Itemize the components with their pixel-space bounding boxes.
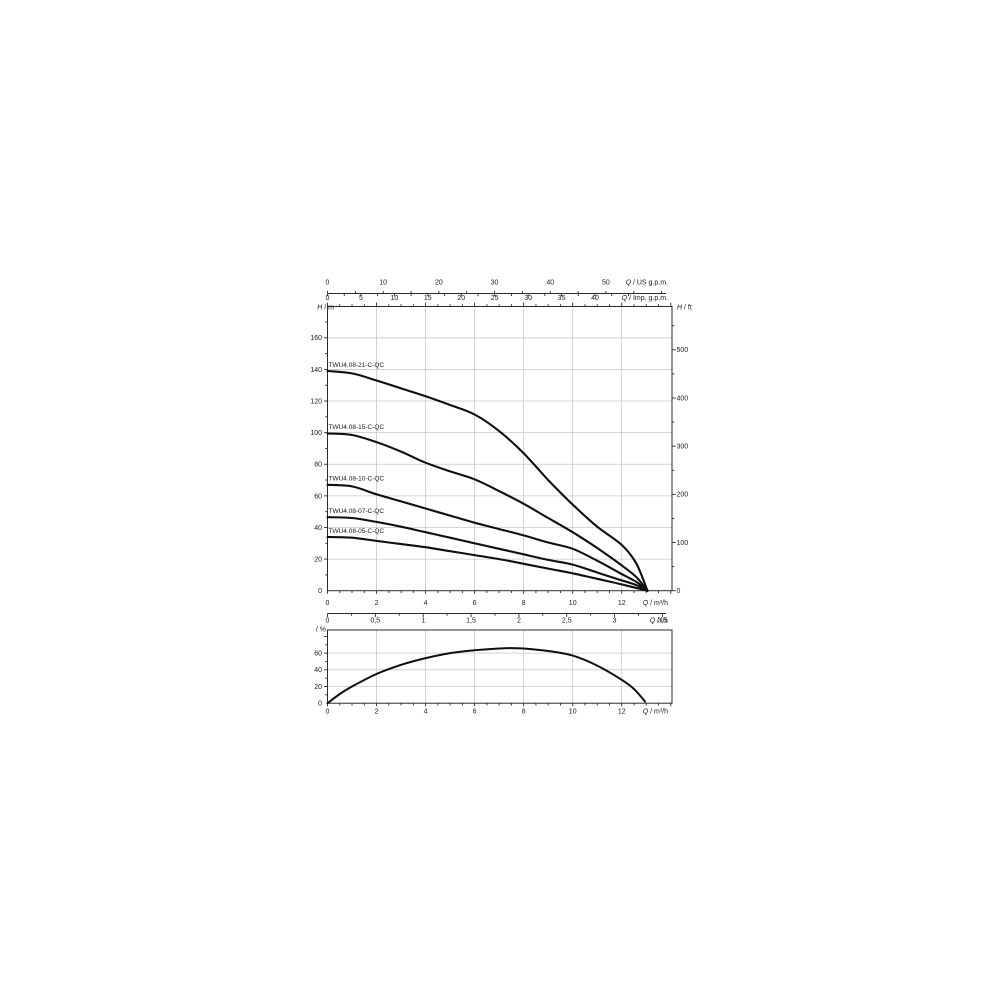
imp-gpm-tick-label: 10 (390, 295, 398, 302)
ls-tick-label: 1,5 (466, 618, 476, 625)
tick-labels: 0 10 20 30 40 500 5 10 15 20 25 30 35 400 0,5 1 1,5 2 2,5 3… (310, 280, 688, 716)
pump-curve-TWU4.08-10-C-QC (326, 483, 649, 592)
eff-m3h-tick-label: 6 (473, 709, 477, 716)
imp-gpm-tick-label: 20 (457, 295, 465, 302)
curves (326, 369, 649, 705)
m3h-tick-label: 12 (618, 600, 626, 607)
axis-title-m3h: Q / m³/h (643, 600, 668, 607)
h-ft-tick-label: 100 (677, 540, 689, 547)
ls-tick-label: 0,5 (370, 618, 380, 625)
curve-label-TWU4.08-07-C-QC: TWU4.08-07-C-QC (329, 508, 385, 515)
eff-m3h-tick-label: 8 (522, 709, 526, 716)
ls-tick-label: 0 (326, 618, 330, 625)
curve-label-TWU4.08-10-C-QC: TWU4.08-10-C-QC (329, 476, 385, 483)
ls-tick-label: 2 (517, 618, 521, 625)
eta-tick-label: 0 (318, 701, 322, 708)
m3h-tick-label: 8 (522, 600, 526, 607)
m3h-tick-label: 6 (473, 600, 477, 607)
h-m-tick-label: 0 (318, 588, 322, 595)
imp-gpm-tick-label: 35 (558, 295, 566, 302)
axis-l-per-s (327, 613, 666, 618)
axis-title-ls: Q / l/s (650, 618, 669, 625)
pump-curve-TWU4.08-15-C-QC (326, 432, 649, 592)
h-ft-tick-label: 500 (677, 347, 689, 354)
h-m-tick-label: 100 (310, 430, 322, 437)
h-m-tick-label: 20 (314, 556, 322, 563)
eta-tick-label: 40 (314, 667, 322, 674)
curve-label-TWU4.08-15-C-QC: TWU4.08-15-C-QC (329, 424, 385, 431)
h-m-tick-label: 60 (314, 493, 322, 500)
pump-curve-TWU4.08-07-C-QC (326, 516, 649, 592)
axis-title-imp-gpm: Q / Imp. g.p.m. (622, 295, 668, 302)
ls-tick-label: 2,5 (562, 618, 572, 625)
axis-title-us-gpm: Q / US g.p.m. (626, 280, 668, 287)
imp-gpm-tick-label: 5 (359, 295, 363, 302)
us-gpm-tick-label: 30 (491, 280, 499, 287)
curve-label-TWU4.08-05-C-QC: TWU4.08-05-C-QC (329, 528, 385, 535)
axis-title-h-ft: H / ft (677, 305, 692, 312)
us-gpm-tick-label: 10 (379, 280, 387, 287)
m3h-tick-label: 4 (424, 600, 428, 607)
h-m-tick-label: 140 (310, 367, 322, 374)
efficiency-curve (326, 647, 646, 705)
eta-tick-label: 20 (314, 684, 322, 691)
eta-tick-label: 60 (314, 651, 322, 658)
axis-us-gpm (327, 290, 666, 297)
h-ft-tick-label: 0 (677, 588, 681, 595)
eff-m3h-tick-label: 12 (618, 709, 626, 716)
axis-title-eff-m3h: Q / m³/h (643, 709, 668, 716)
axis-titles: Q / US g.p.m. Q / Imp. g.p.m. H / m H / ft Q… (316, 280, 692, 716)
imp-gpm-tick-label: 40 (591, 295, 599, 302)
eff-m3h-tick-label: 0 (326, 709, 330, 716)
imp-gpm-tick-label: 30 (524, 295, 532, 302)
curve-label-TWU4.08-21-C-QC: TWU4.08-21-C-QC (329, 362, 385, 369)
h-ft-tick-label: 200 (677, 492, 689, 499)
us-gpm-tick-label: 20 (435, 280, 443, 287)
h-m-tick-label: 80 (314, 462, 322, 469)
m3h-tick-label: 2 (375, 600, 379, 607)
us-gpm-tick-label: 0 (326, 280, 330, 287)
h-ft-tick-label: 300 (677, 444, 689, 451)
pump-curve-TWU4.08-21-C-QC (326, 369, 649, 592)
ls-tick-label: 1 (421, 618, 425, 625)
axis-title-h-m: H / m (317, 305, 334, 312)
eff-m3h-tick-label: 2 (375, 709, 379, 716)
eff-m3h-tick-label: 10 (569, 709, 577, 716)
h-m-tick-label: 120 (310, 398, 322, 405)
axis-title-eta-percent: / % (316, 627, 326, 634)
h-m-tick-label: 160 (310, 335, 322, 342)
efficiency-plot-frame (327, 629, 673, 704)
imp-gpm-tick-label: 15 (424, 295, 432, 302)
h-ft-tick-label: 400 (677, 395, 689, 402)
pump-curve-TWU4.08-05-C-QC (326, 535, 649, 592)
m3h-tick-label: 0 (326, 600, 330, 607)
curve-labels: TWU4.08-21-C-QC TWU4.08-15-C-QC TWU4.08-10… (329, 362, 385, 535)
ls-tick-label: 3,5 (658, 618, 668, 625)
us-gpm-tick-label: 40 (546, 280, 554, 287)
imp-gpm-tick-label: 0 (326, 295, 330, 302)
ls-tick-label: 3 (613, 618, 617, 625)
h-m-tick-label: 40 (314, 525, 322, 532)
us-gpm-tick-label: 50 (602, 280, 610, 287)
imp-gpm-tick-label: 25 (491, 295, 499, 302)
eff-m3h-tick-label: 4 (424, 709, 428, 716)
m3h-tick-label: 10 (569, 600, 577, 607)
